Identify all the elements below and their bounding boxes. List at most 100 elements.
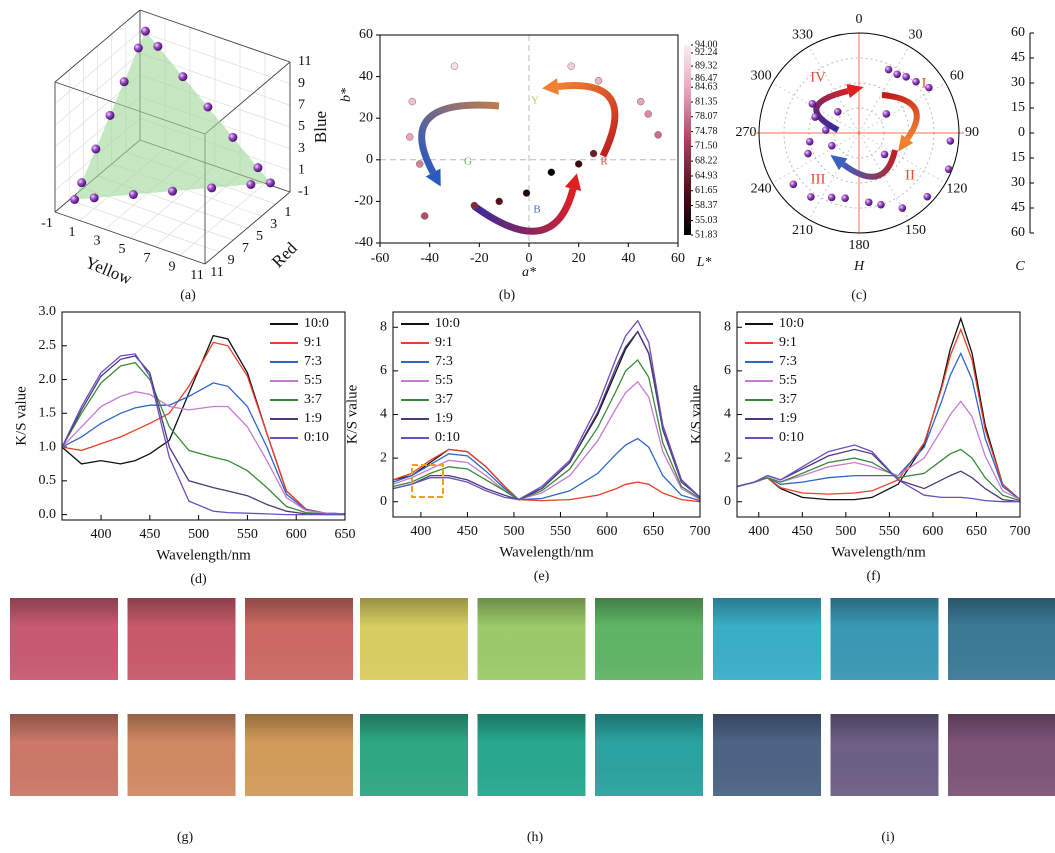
legend-label: 0:10: [435, 430, 460, 445]
series-line: [61, 353, 345, 516]
colorbar-tick-label: 61.65: [695, 185, 718, 196]
y-axis-label: Red: [268, 238, 301, 271]
y-tick-label: 1.0: [39, 439, 57, 454]
colorbar-tick-label: 92.24: [695, 47, 718, 58]
point: [833, 107, 842, 116]
y-tick-label: 60: [359, 27, 373, 42]
theta-tick-label: 150: [905, 223, 926, 238]
grid-line: [54, 31, 141, 104]
point: [882, 110, 891, 118]
legend-label: 3:7: [304, 392, 322, 407]
panel-caption: (g): [177, 830, 194, 845]
x-tick-label: 60: [671, 251, 685, 266]
legend-label: 3:7: [779, 392, 797, 407]
theta-tick-label: 180: [849, 238, 870, 253]
legend-label: 9:1: [779, 335, 797, 350]
colorbar-tick-label: 64.93: [695, 170, 718, 181]
cube-edge: [139, 9, 291, 63]
r-tick-label: 45: [1011, 50, 1025, 65]
point: [864, 198, 873, 207]
point: [877, 200, 885, 209]
series-line: [61, 382, 346, 515]
point: [105, 110, 115, 120]
y-tick-label: 4: [380, 407, 387, 422]
series-line: [61, 355, 345, 516]
y-tick-label: -40: [354, 235, 373, 250]
panel-caption: (e): [534, 569, 550, 584]
theta-tick-label: 300: [751, 69, 772, 84]
colorbar-label: L*: [696, 255, 712, 270]
point: [789, 180, 798, 189]
cube-edge: [54, 9, 141, 83]
x-tick-label: -1: [41, 216, 53, 231]
point: [77, 178, 87, 188]
legend-label: 10:0: [304, 316, 329, 331]
y-tick-label: 0.5: [39, 473, 57, 488]
quadrant-label: I: [922, 75, 927, 91]
x-tick-label: 550: [879, 524, 900, 539]
legend-label: 1:9: [779, 411, 797, 426]
x-tick-label: -40: [420, 251, 439, 266]
annotation: B: [533, 204, 540, 216]
colorbar-tick-label: 81.35: [695, 96, 718, 107]
legend-label: 9:1: [435, 335, 453, 350]
colorbar: [684, 45, 691, 235]
point: [589, 149, 598, 158]
point: [408, 97, 416, 106]
theta-tick-label: 60: [950, 69, 964, 84]
point: [70, 195, 80, 204]
x-tick-label: 550: [550, 524, 571, 539]
y-tick-label: 3.0: [39, 304, 57, 319]
y-tick-label: 7: [242, 241, 249, 256]
x-tick-label: 600: [286, 527, 307, 542]
point: [89, 193, 99, 203]
x-axis-label: Wavelength/nm: [156, 547, 251, 563]
grid-line: [69, 199, 220, 253]
y-axis-label: K/S value: [13, 386, 29, 446]
plot-frame: [61, 311, 346, 521]
x-tick-label: 700: [690, 524, 711, 539]
legend-label: 1:9: [304, 411, 322, 426]
y-axis-label: K/S value: [688, 384, 704, 444]
point: [804, 149, 812, 158]
point: [594, 77, 603, 85]
swatch-shade: [360, 714, 468, 796]
point: [168, 186, 177, 196]
polar-spoke: [858, 132, 910, 220]
polar-spoke: [808, 132, 860, 220]
colorbar-tick-label: 68.22: [695, 155, 718, 166]
plane-surface: [74, 31, 271, 200]
panel-caption: (c): [851, 288, 867, 303]
x-tick-label: 500: [503, 524, 524, 539]
point: [898, 204, 907, 212]
r-tick-label: 60: [1011, 225, 1025, 240]
panel-caption: (b): [499, 288, 516, 303]
polar-spoke: [858, 46, 910, 134]
grid-line: [54, 53, 141, 126]
grid-line: [139, 31, 291, 84]
x-tick-label: 650: [643, 524, 664, 539]
theta-tick-label: 0: [856, 12, 863, 27]
z-tick-label: 11: [298, 54, 311, 69]
r-tick-label: 15: [1011, 100, 1025, 115]
x-axis-label: Yellow: [83, 253, 136, 289]
x-tick-label: 700: [1010, 524, 1031, 539]
point: [841, 194, 849, 203]
swatch-shade: [477, 598, 586, 680]
y-tick-label: 3: [270, 217, 277, 232]
x-tick-label: 550: [237, 527, 258, 542]
x-tick-label: 0: [526, 251, 533, 266]
theta-tick-label: 30: [909, 27, 923, 42]
z-tick-label: 9: [298, 76, 305, 91]
swatch-shade: [245, 714, 353, 796]
arrow-body: [881, 92, 920, 141]
point: [246, 180, 256, 189]
y-tick-label: 2.0: [39, 372, 57, 387]
arrow-body: [841, 149, 898, 180]
polar-frame: [758, 32, 960, 234]
r-tick-label: 15: [1011, 150, 1025, 165]
point: [522, 189, 531, 197]
swatch-shade: [713, 598, 821, 680]
swatch-shade: [830, 598, 939, 680]
